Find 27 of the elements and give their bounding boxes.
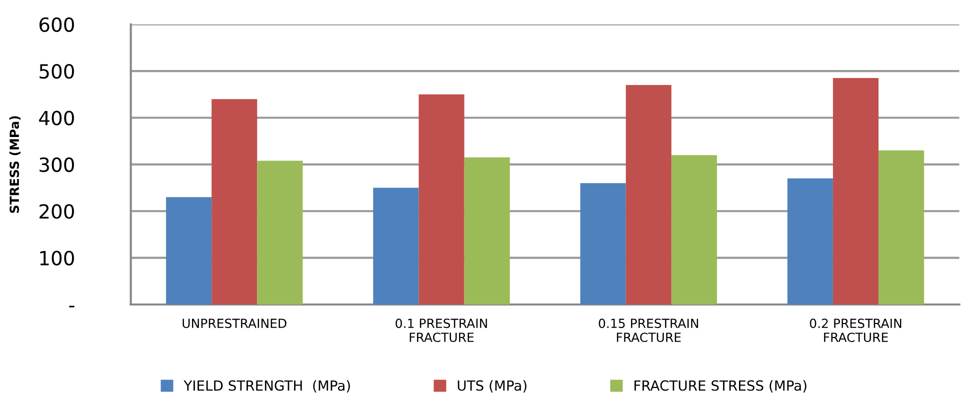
y-tick-label: 500 (40, 64, 74, 79)
bar (787, 178, 833, 304)
legend-label: YIELD STRENGTH (MPa) (184, 380, 350, 392)
bar (671, 155, 717, 304)
bar (166, 197, 212, 304)
y-tick-label: 300 (40, 157, 74, 172)
x-tick-label: 0.2 PRESTRAIN FRACTURE (810, 318, 902, 342)
bar (832, 78, 879, 304)
bar (257, 160, 303, 304)
x-tick-label: 0.15 PRESTRAIN FRACTURE (598, 318, 698, 342)
y-tick-label: 100 (40, 250, 74, 266)
y-tick-label: - (69, 306, 74, 308)
x-tick-label: UNPRESTRAINED (182, 318, 286, 328)
bar (626, 85, 672, 304)
y-tick-label: 200 (40, 204, 74, 219)
x-tick-label: 0.1 PRESTRAIN FRACTURE (396, 318, 487, 342)
bar (212, 99, 258, 304)
bar (464, 157, 510, 304)
bar (373, 188, 419, 304)
bar (580, 183, 626, 304)
legend-label: FRACTURE STRESS (MPa) (634, 380, 806, 392)
y-axis-title: STRESS (MPa) (9, 116, 21, 213)
y-tick-label: 400 (39, 110, 74, 126)
bar (418, 94, 464, 304)
y-tick-label: 600 (40, 17, 74, 32)
legend-label: UTS (MPa) (458, 380, 526, 392)
bar (878, 150, 924, 304)
